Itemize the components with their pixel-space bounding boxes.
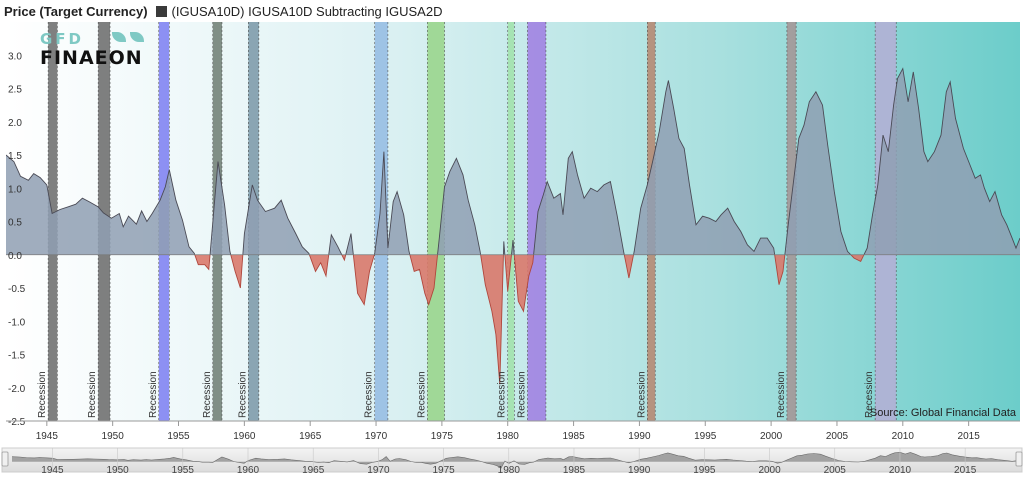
series-swatch xyxy=(155,5,167,17)
navigator-tick-label: 2000 xyxy=(758,465,781,476)
x-tick-label: 1950 xyxy=(102,431,125,442)
navigator-tick-label: 1980 xyxy=(498,465,521,476)
y-tick-label: 0.0 xyxy=(8,251,22,262)
recession-label: Recession xyxy=(202,371,213,418)
y-tick-label: -2.0 xyxy=(8,384,26,395)
recession-label: Recession xyxy=(364,371,375,418)
leaf-icon xyxy=(130,32,144,42)
series-line-negative xyxy=(194,254,865,385)
navigator-handle-left[interactable] xyxy=(1,451,9,467)
navigator-tick-label: 1970 xyxy=(367,465,390,476)
x-tick-label: 1995 xyxy=(694,431,717,442)
navigator-series xyxy=(12,452,1016,469)
chart-legend: Price (Target Currency) (IGUSA10D) IGUSA… xyxy=(4,2,442,20)
navigator-tick-label: 2010 xyxy=(889,465,912,476)
x-tick-label: 1965 xyxy=(299,431,322,442)
navigator: 1945 1950 1955 1960 1965 1970 1975 1980 1985 1990… xyxy=(1,447,1023,476)
x-tick-label: 1985 xyxy=(562,431,585,442)
y-tick-label: -0.5 xyxy=(8,284,26,295)
navigator-series-line xyxy=(11,451,1017,469)
navigator-tick-label: 1995 xyxy=(693,465,716,476)
x-tick-label: 2005 xyxy=(826,431,849,442)
y-tick-label: -1.0 xyxy=(8,317,26,328)
recession-band xyxy=(507,22,515,421)
recession-label: Recession xyxy=(87,371,98,418)
y-tick-label: 1.5 xyxy=(8,151,22,162)
logo-text-top: GFD xyxy=(40,30,85,48)
x-tick-label: 2010 xyxy=(892,431,915,442)
recession-label: Recession xyxy=(776,371,787,418)
x-axis: 1945 1950 1955 1960 1965 1970 1975 1980 1985 1990… xyxy=(36,421,981,442)
gfd-logo: GFD FINAEON xyxy=(40,30,170,70)
x-tick-label: 1970 xyxy=(365,431,388,442)
navigator-tick-label: 2005 xyxy=(824,465,847,476)
series-legend-label[interactable]: (IGUSA10D) IGUSA10D Subtracting IGUSA2D xyxy=(171,3,443,19)
x-tick-label: 1990 xyxy=(628,431,651,442)
recession-band xyxy=(427,22,445,421)
recession-label: Recession xyxy=(497,371,508,418)
recession-label: Recession xyxy=(416,371,427,418)
leaf-icon xyxy=(112,32,126,42)
x-tick-label: 2000 xyxy=(760,431,783,442)
navigator-handle-right[interactable] xyxy=(1015,451,1023,467)
y-tick-label: 3.0 xyxy=(8,51,22,62)
recession-label: Recession xyxy=(636,371,647,418)
y-tick-label: -2.5 xyxy=(8,417,26,428)
navigator-tick-label: 2015 xyxy=(954,465,977,476)
x-tick-label: 1960 xyxy=(233,431,256,442)
navigator-tick-label: 1985 xyxy=(563,465,586,476)
navigator-tick-label: 1955 xyxy=(172,465,195,476)
y-axis: -2.5 -2.0 -1.5 -1.0 -0.5 0.0 0.5 1.0 1.5 2.0 2.5 3.… xyxy=(8,51,26,428)
navigator-tick-label: 1990 xyxy=(628,465,651,476)
navigator-tick-label: 1965 xyxy=(302,465,325,476)
recession-label: Recession xyxy=(37,371,48,418)
price-axis-title: Price (Target Currency) xyxy=(4,3,148,19)
y-tick-label: 2.5 xyxy=(8,85,22,96)
x-tick-label: 1980 xyxy=(497,431,520,442)
positive-area xyxy=(6,68,1020,255)
navigator-tick-label: 1960 xyxy=(237,465,260,476)
x-tick-label: 1955 xyxy=(167,431,190,442)
recession-labels: Recession Recession Recession Recession Rece… xyxy=(37,371,875,418)
series-area xyxy=(6,67,1020,385)
source-credit: Source: Global Financial Data xyxy=(869,407,1016,419)
series-line xyxy=(6,67,1020,255)
recession-label: Recession xyxy=(148,371,159,418)
x-tick-label: 1975 xyxy=(431,431,454,442)
y-tick-label: 2.0 xyxy=(8,118,22,129)
x-tick-label: 2015 xyxy=(958,431,981,442)
recession-label: Recession xyxy=(864,371,875,418)
y-tick-label: 0.5 xyxy=(8,218,22,229)
recession-label: Recession xyxy=(516,371,527,418)
x-tick-label: 1945 xyxy=(36,431,59,442)
logo-text-bottom: FINAEON xyxy=(40,47,143,69)
navigator-tick-label: 1975 xyxy=(432,465,455,476)
y-tick-label: -1.5 xyxy=(8,351,26,362)
recession-label: Recession xyxy=(237,371,248,418)
navigator-tick-label: 1945 xyxy=(41,465,64,476)
navigator-tick-label: 1950 xyxy=(106,465,129,476)
y-tick-label: 1.0 xyxy=(8,184,22,195)
